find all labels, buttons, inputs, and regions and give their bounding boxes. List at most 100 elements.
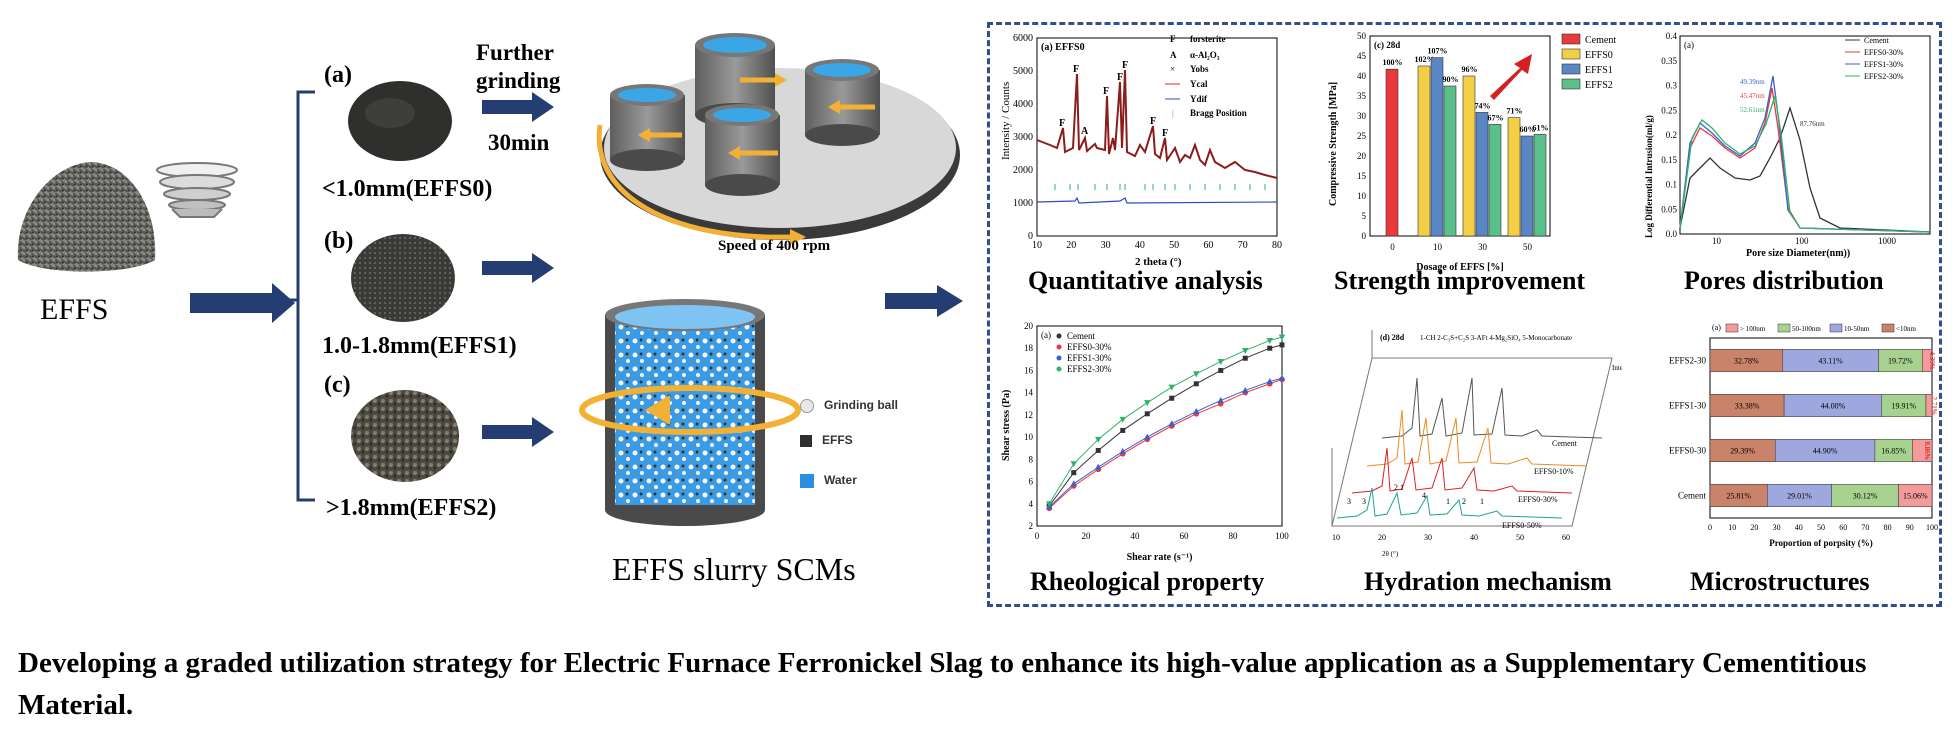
rheology-point bbox=[1266, 337, 1273, 344]
svg-text:F: F bbox=[1162, 128, 1168, 139]
pores-series-effs1 bbox=[1679, 75, 1931, 233]
strength-ytick: 15 bbox=[1357, 171, 1367, 181]
rheology-point bbox=[1169, 395, 1175, 401]
effs1-pile bbox=[348, 226, 458, 331]
panel-title-strength: Strength improvement bbox=[1334, 266, 1586, 295]
micro-xtick: 100 bbox=[1926, 523, 1938, 532]
svg-text:Cement: Cement bbox=[1864, 36, 1890, 45]
rheology-point bbox=[1193, 408, 1200, 415]
micro-bar-label: 2.71% bbox=[1930, 396, 1938, 414]
strength-ytick: 50 bbox=[1357, 31, 1367, 41]
pores-series-effs2 bbox=[1679, 95, 1931, 233]
micro-bar-label: 29.01% bbox=[1787, 492, 1812, 501]
rheology-point bbox=[1242, 386, 1249, 393]
rheology-chart: 2 4 6 8 10 12 14 16 18 20 0 20 40 60 80 100 Shear stress… bbox=[1001, 321, 1289, 563]
micro-bar-label: 33.38% bbox=[1735, 402, 1760, 411]
strength-xtick: 10 bbox=[1433, 242, 1443, 252]
rheology-point bbox=[1168, 384, 1175, 391]
micro-legend-swatch bbox=[1777, 323, 1791, 333]
xrd-observed-curve bbox=[1036, 69, 1278, 179]
pores-ytick: 0.25 bbox=[1661, 105, 1677, 115]
strength-trend-arrow bbox=[1490, 54, 1532, 100]
strength-legend-swatch bbox=[1561, 33, 1581, 45]
rheology-point bbox=[1144, 400, 1151, 407]
rheology-point bbox=[1266, 378, 1273, 385]
fraction-name-effs0: <1.0mm(EFFS0) bbox=[322, 176, 493, 202]
micro-xtick: 80 bbox=[1884, 523, 1892, 532]
micro-xtick: 0 bbox=[1708, 523, 1712, 532]
effs-swatch bbox=[800, 434, 812, 447]
xrd-panel: 0 1000 2000 3000 4000 5000 6000 10 20 30 40 50 60 70… bbox=[995, 30, 1295, 275]
micro-bar-segment bbox=[1912, 439, 1933, 462]
fraction-tag-c: (c) bbox=[324, 372, 351, 398]
rheology-point bbox=[1095, 463, 1102, 470]
rheology-point bbox=[1217, 396, 1224, 403]
pores-chart: 0.0 0.05 0.1 0.15 0.2 0.25 0.3 0.35 0.4 (a) Log … bbox=[1644, 31, 1931, 259]
effs2-pile bbox=[348, 382, 463, 492]
hydration-xtick: 10 bbox=[1332, 533, 1340, 542]
water-swatch bbox=[800, 473, 814, 488]
pores-ytick: 0.1 bbox=[1666, 180, 1677, 190]
strength-ytick: 0 bbox=[1362, 231, 1367, 241]
micro-bar-label: 8.86% bbox=[1923, 441, 1931, 459]
pores-series-cement bbox=[1679, 105, 1931, 233]
rheology-xlabel: Shear rate (s⁻¹) bbox=[1127, 552, 1193, 563]
micro-bar-segment bbox=[1922, 349, 1933, 372]
micro-xtick: 20 bbox=[1750, 523, 1758, 532]
rheology-plot-frame bbox=[1036, 325, 1283, 527]
pores-annot-45: 45.47nm bbox=[1740, 92, 1765, 100]
strength-bar-label: 67% bbox=[1488, 113, 1504, 122]
strength-bar bbox=[1520, 135, 1534, 237]
micro-bar-label: 29.39% bbox=[1730, 447, 1755, 456]
grinding-line2: grinding bbox=[476, 68, 561, 93]
strength-legend-label: EFFS2 bbox=[1585, 80, 1613, 91]
hydration-chart: (d) 28d 1-CH 2-C₃S+C₂S 3-AFt 4-Mg₂SiO₄ 5… bbox=[1331, 330, 1637, 558]
rheology-ytick: 16 bbox=[1024, 365, 1034, 375]
hydration-trace-effs0-10 bbox=[1366, 409, 1588, 467]
xrd-xlabel: 2 theta (°) bbox=[1135, 256, 1182, 268]
strength-bar bbox=[1475, 112, 1489, 237]
pores-panel: 0.0 0.05 0.1 0.15 0.2 0.25 0.3 0.35 0.4 (a) Log … bbox=[1640, 28, 1940, 273]
micro-xtick: 10 bbox=[1728, 523, 1736, 532]
strength-ylabel: Compressive Strength [MPa] bbox=[1328, 82, 1339, 206]
rheology-point bbox=[1095, 447, 1101, 453]
slurry-title: EFFS slurry SCMs bbox=[612, 551, 856, 587]
hydration-label-cement: Cement bbox=[1552, 439, 1578, 448]
svg-text:F: F bbox=[1103, 86, 1109, 97]
rheology-point bbox=[1218, 367, 1224, 373]
strength-legend-swatch bbox=[1561, 63, 1581, 75]
pores-annot-52: 52.61nm bbox=[1740, 106, 1765, 114]
grinding-ball-swatch bbox=[800, 398, 814, 413]
hydration-xtick: 60 bbox=[1562, 533, 1570, 542]
pores-ytick: 0.4 bbox=[1666, 31, 1678, 41]
xrd-ytick: 5000 bbox=[1013, 66, 1033, 77]
rheology-ytick: 10 bbox=[1024, 432, 1034, 442]
strength-xtick: 0 bbox=[1390, 242, 1395, 252]
rheology-ytick: 14 bbox=[1024, 388, 1034, 398]
strength-plot-frame bbox=[1369, 35, 1551, 237]
xrd-ytick: 2000 bbox=[1013, 165, 1033, 176]
micro-legend-swatch bbox=[1725, 323, 1739, 333]
mill-rotation-arrow bbox=[575, 375, 805, 450]
micro-bar-label: 19.91% bbox=[1892, 402, 1917, 411]
rheology-ytick: 4 bbox=[1029, 499, 1034, 509]
planetary-mill-illustration bbox=[590, 25, 970, 260]
micro-legend-swatch bbox=[1829, 323, 1843, 333]
strength-bar-label: 102% bbox=[1415, 55, 1435, 64]
svg-text:3: 3 bbox=[1362, 497, 1366, 506]
rheology-point bbox=[1193, 381, 1199, 387]
rheology-legend-label: EFFS1-30% bbox=[1067, 353, 1112, 363]
micro-bar-label: 44.90% bbox=[1813, 447, 1838, 456]
rheology-point bbox=[1193, 371, 1200, 378]
svg-text:A: A bbox=[1170, 50, 1177, 60]
rheology-ytick: 20 bbox=[1024, 321, 1034, 331]
xrd-xtick: 50 bbox=[1169, 240, 1179, 251]
effs0-pile bbox=[345, 75, 455, 170]
strength-bar-label: 107% bbox=[1428, 47, 1448, 56]
pores-ytick: 0.35 bbox=[1661, 56, 1677, 66]
svg-text:1: 1 bbox=[1480, 497, 1484, 506]
strength-ytick: 45 bbox=[1357, 51, 1367, 61]
micro-bar-segment bbox=[1925, 394, 1933, 417]
svg-text:2: 2 bbox=[1394, 483, 1398, 492]
pores-xtick-10: 10 bbox=[1712, 236, 1722, 246]
